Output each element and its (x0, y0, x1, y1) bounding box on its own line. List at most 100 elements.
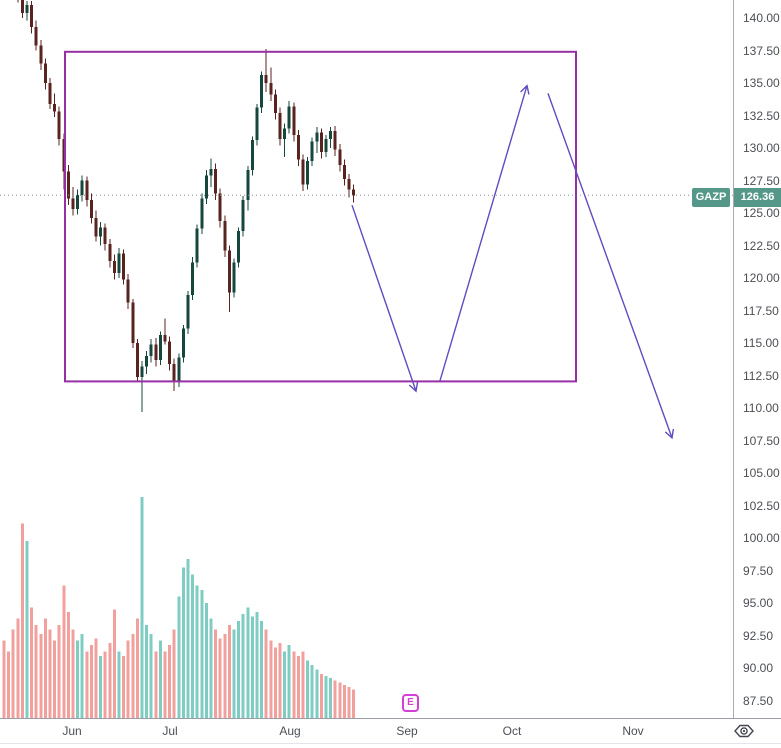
candle-body (25, 5, 29, 13)
candle-body (140, 366, 144, 377)
candle-body (20, 0, 24, 13)
volume-bar (145, 625, 149, 718)
volume-bar (246, 607, 250, 718)
candle-body (177, 357, 181, 382)
volume-bar (250, 616, 254, 718)
candle-body (273, 94, 277, 113)
arrow-drawings[interactable] (351, 84, 675, 440)
volume-bar (131, 634, 135, 718)
volume-bar (57, 625, 61, 718)
arrow-drawing-1[interactable] (351, 204, 419, 393)
candle-body (43, 63, 47, 83)
candle-body (223, 220, 227, 251)
volume-bar (214, 629, 218, 718)
volume-bar (71, 629, 75, 718)
candle-body (333, 131, 337, 150)
volume-bar (85, 651, 89, 718)
time-axis[interactable]: Jun Jul Aug Sep Oct Nov (0, 718, 781, 744)
volume-bar (204, 603, 208, 718)
candlestick-series (17, 0, 356, 412)
candle-body (260, 75, 264, 108)
price-tick-label: 135.00 (743, 76, 780, 90)
candle-body (214, 168, 218, 194)
volume-bar (223, 634, 227, 718)
candle-body (30, 5, 34, 28)
candle-body (278, 112, 282, 139)
price-tick-label: 137.50 (743, 43, 780, 58)
volume-bar (264, 629, 268, 718)
candle-body (80, 180, 84, 195)
volume-bar (25, 541, 29, 718)
time-axis-label: Jun (62, 724, 82, 738)
volume-bar (255, 611, 259, 718)
volume-series (2, 497, 356, 718)
volume-bar (7, 651, 11, 718)
volume-bar (329, 678, 333, 718)
candle-body (39, 45, 43, 64)
rectangle-drawing[interactable] (64, 50, 577, 383)
volume-bar (237, 620, 241, 718)
volume-bar (117, 651, 121, 718)
volume-bar (319, 673, 323, 718)
candle-body (255, 107, 259, 141)
arrow-drawing-3[interactable] (547, 93, 675, 440)
volume-bar (172, 629, 176, 718)
volume-bar (273, 647, 277, 718)
volume-bar (260, 620, 264, 718)
volume-bar (16, 618, 20, 718)
volume-bar (324, 676, 328, 718)
volume-bar (301, 651, 305, 718)
volume-bar (11, 629, 15, 718)
price-tick-label: 110.00 (743, 401, 779, 415)
candle-body (292, 106, 296, 135)
candle-body (85, 180, 89, 200)
candle-body (53, 103, 57, 112)
price-tick-label: 115.00 (743, 336, 779, 350)
candle-body (200, 198, 204, 229)
candle-body (269, 83, 273, 95)
candle-body (122, 253, 126, 280)
candle-body (71, 198, 75, 210)
volume-bar (306, 660, 310, 718)
earnings-marker[interactable]: E (402, 694, 419, 712)
volume-bar (2, 640, 6, 718)
candle-body (347, 179, 351, 190)
price-axis[interactable]: 140.00 137.50 135.00 132.50 130.00 127.50 125.… (733, 0, 781, 742)
candle-body (296, 135, 300, 160)
price-tick-label: 100.00 (743, 531, 780, 545)
volume-bar (283, 651, 287, 718)
candle-body (352, 189, 356, 196)
volume-bar (89, 645, 93, 718)
volume-bar (227, 625, 231, 718)
time-axis-label: Aug (279, 724, 301, 738)
volume-bar (99, 656, 103, 718)
eye-icon[interactable] (731, 721, 757, 741)
volume-bar (218, 638, 222, 718)
volume-bar (310, 665, 314, 718)
candle-body (195, 228, 199, 263)
volume-bar (195, 585, 199, 718)
price-tick-label: 112.50 (743, 368, 779, 383)
candle-body (76, 194, 80, 210)
candle-body (66, 171, 70, 199)
volume-bar (43, 618, 47, 718)
volume-bar (191, 574, 195, 718)
candle-body (108, 244, 112, 262)
price-tick-label: 97.50 (743, 563, 774, 578)
volume-bar (76, 640, 80, 718)
candle-body (232, 262, 236, 293)
volume-bar (338, 682, 342, 718)
candle-body (168, 341, 172, 364)
volume-bar (53, 640, 57, 718)
price-tick-label: 87.50 (743, 693, 774, 708)
chart-pane[interactable] (0, 0, 733, 718)
price-tick-label: 107.50 (743, 433, 780, 448)
candle-body (154, 344, 158, 360)
candle-body (149, 344, 153, 356)
volume-bar (126, 640, 130, 718)
arrow-drawing-2[interactable] (439, 84, 530, 381)
volume-bar (168, 645, 172, 718)
volume-bar (80, 634, 84, 718)
candle-body (315, 132, 319, 142)
candle-body (158, 335, 162, 360)
